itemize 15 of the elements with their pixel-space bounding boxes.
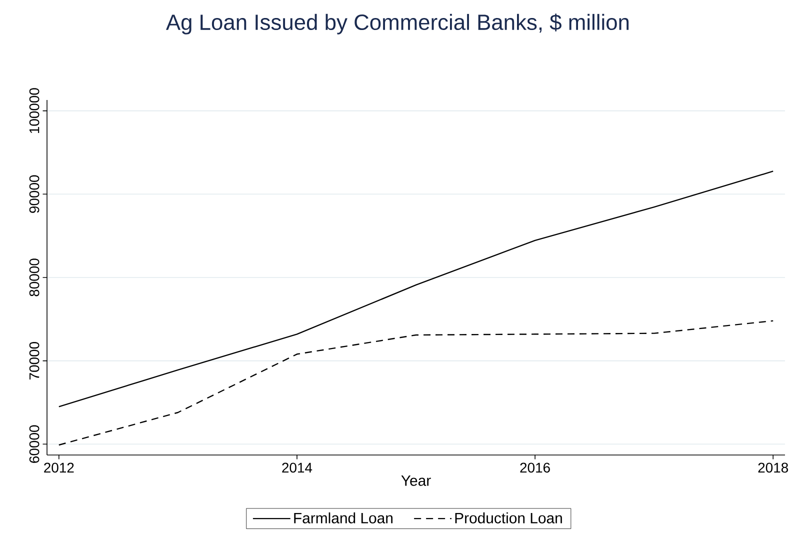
x-axis-title: Year	[401, 475, 431, 486]
line-series	[58, 320, 774, 446]
x-tick-label: 2016	[520, 462, 550, 473]
legend-label: Farmland Loan	[294, 512, 392, 524]
y-tick-label: 70000	[29, 342, 40, 380]
x-tick-label: 2012	[44, 462, 74, 473]
chart-title: Ag Loan Issued by Commercial Banks, $ million	[166, 14, 629, 34]
y-tick-label: 80000	[29, 258, 40, 296]
y-tick-label: 60000	[29, 425, 40, 463]
legend-label: Production Loan	[455, 512, 562, 524]
line-series	[58, 170, 774, 408]
x-tick-label: 2014	[282, 462, 312, 473]
y-tick-label: 100000	[29, 88, 40, 134]
x-tick-label: 2018	[758, 462, 788, 473]
y-tick-label: 90000	[29, 175, 40, 213]
